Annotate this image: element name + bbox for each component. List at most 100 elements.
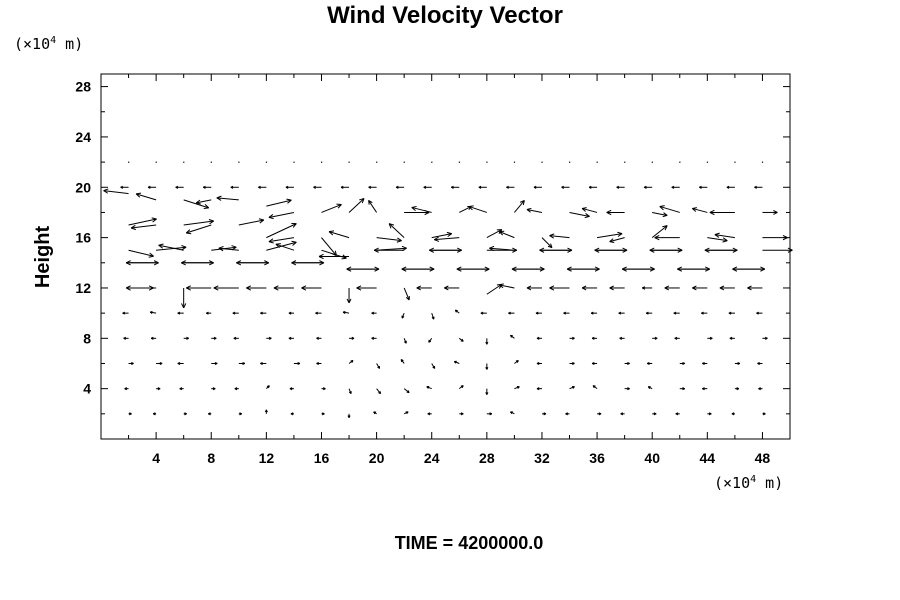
wind-vector xyxy=(401,312,405,319)
x-tick-label: 36 xyxy=(589,450,605,466)
wind-vector xyxy=(181,287,187,309)
wind-vector xyxy=(707,237,728,243)
wind-vector xyxy=(691,207,708,213)
wind-vector xyxy=(673,311,680,315)
wind-vector xyxy=(485,338,489,345)
wind-vector xyxy=(130,224,157,231)
y-axis-label: Height xyxy=(32,226,54,289)
y-tick-label: 4 xyxy=(83,381,91,397)
wind-vector xyxy=(514,359,519,364)
wind-vector xyxy=(549,233,570,239)
wind-vector xyxy=(478,185,487,189)
wind-vector xyxy=(321,412,325,416)
wind-vector xyxy=(756,311,763,315)
wind-vector xyxy=(230,185,239,189)
wind-vector xyxy=(757,361,763,366)
wind-vector xyxy=(609,237,625,243)
wind-vector xyxy=(431,312,435,320)
wind-vector xyxy=(213,285,239,291)
wind-vector xyxy=(536,361,542,366)
wind-vector xyxy=(123,336,129,340)
wind-vector xyxy=(328,230,350,239)
y-tick-label: 8 xyxy=(83,330,91,346)
wind-vector xyxy=(701,311,708,315)
wind-vector xyxy=(485,363,489,370)
wind-vector xyxy=(732,266,763,272)
wind-vector xyxy=(373,247,405,253)
wind-vector xyxy=(289,387,294,391)
wind-vector xyxy=(103,188,129,195)
wind-vector xyxy=(486,412,493,416)
wind-vector xyxy=(260,311,267,315)
wind-vector xyxy=(674,336,680,340)
wind-vector xyxy=(203,185,212,189)
wind-vector xyxy=(266,223,297,239)
wind-vector xyxy=(388,223,405,238)
chart-title: Wind Velocity Vector xyxy=(327,2,563,29)
wind-vector xyxy=(485,388,489,395)
wind-vector xyxy=(643,185,653,189)
x-axis-unit: (×104 m) xyxy=(714,474,783,492)
wind-vector xyxy=(536,387,542,391)
wind-vector xyxy=(761,161,764,163)
wind-vector xyxy=(707,336,713,340)
x-tick-label: 40 xyxy=(644,450,660,466)
wind-vector xyxy=(376,161,378,163)
vector-field xyxy=(103,161,793,419)
wind-vector xyxy=(347,413,351,419)
wind-vector xyxy=(624,361,630,366)
wind-vector xyxy=(260,361,267,366)
wind-vector xyxy=(729,336,735,340)
wind-vector xyxy=(702,361,708,366)
wind-vector xyxy=(342,310,350,314)
wind-vector xyxy=(762,210,778,215)
wind-vector xyxy=(403,388,410,394)
wind-vector xyxy=(403,287,410,301)
plot-frame xyxy=(100,73,791,440)
wind-vector xyxy=(265,161,268,163)
wind-vector xyxy=(618,311,625,315)
wind-vector xyxy=(606,209,625,216)
wind-vector xyxy=(179,387,184,391)
wind-vector xyxy=(288,311,294,315)
wind-vector xyxy=(216,195,239,201)
wind-vector xyxy=(728,311,735,315)
wind-vector xyxy=(346,266,377,272)
wind-vector xyxy=(664,285,680,291)
wind-vector xyxy=(186,285,212,291)
wind-vector xyxy=(315,311,322,315)
wind-vector xyxy=(734,387,740,391)
wind-vector xyxy=(246,285,267,291)
y-tick-label: 28 xyxy=(75,79,91,95)
wind-vector xyxy=(621,266,653,272)
wind-vector xyxy=(536,336,542,340)
wind-vector xyxy=(149,310,157,314)
wind-vector xyxy=(266,336,272,340)
axis-ticks xyxy=(101,74,790,439)
x-tick-label: 24 xyxy=(424,450,440,466)
wind-vector xyxy=(120,185,129,189)
wind-vector xyxy=(313,185,322,189)
wind-vector xyxy=(652,211,668,218)
wind-vector xyxy=(569,385,575,390)
wind-vector xyxy=(510,411,515,415)
wind-vector xyxy=(499,230,515,239)
wind-vector xyxy=(590,311,598,315)
wind-vector xyxy=(702,387,708,391)
wind-vector xyxy=(273,285,294,291)
wind-vector xyxy=(659,205,680,213)
wind-vector xyxy=(290,412,294,416)
y-tick-labels: 4 8 12 16 20 24 28 xyxy=(75,79,91,397)
wind-vector xyxy=(156,361,163,366)
wind-vector xyxy=(275,243,295,251)
wind-vector xyxy=(541,412,547,416)
wind-vector xyxy=(211,336,217,340)
wind-vector xyxy=(581,207,598,213)
wind-vector xyxy=(541,161,543,163)
wind-vector xyxy=(183,336,189,340)
y-axis-unit: (×104 m) xyxy=(14,35,83,53)
wind-vector xyxy=(533,185,542,189)
wind-vector xyxy=(128,361,134,366)
wind-vector xyxy=(155,161,157,163)
